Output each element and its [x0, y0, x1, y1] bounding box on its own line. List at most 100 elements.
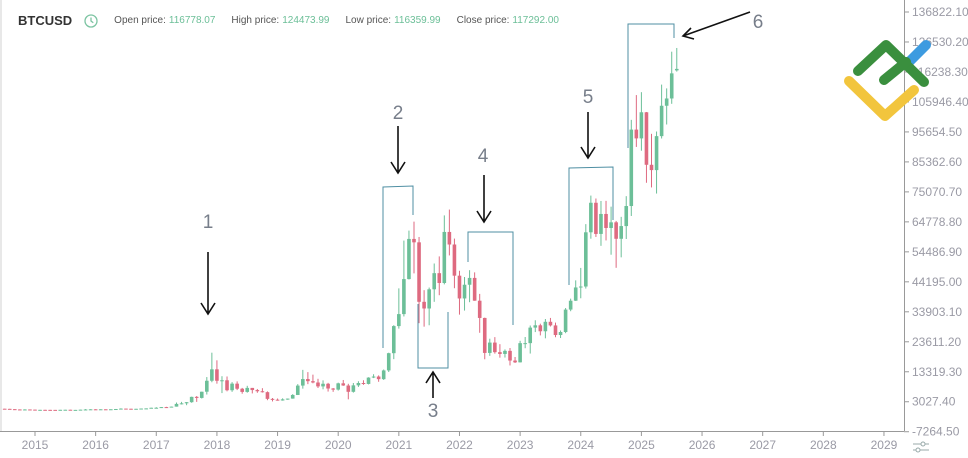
candle-2017-11[interactable]: [205, 377, 209, 395]
candle-2021-02[interactable]: [402, 240, 406, 317]
candle-2019-06[interactable]: [301, 369, 305, 389]
candle-2025-08[interactable]: [674, 47, 679, 72]
candle-2019-03[interactable]: [285, 398, 290, 400]
candle-2016-12[interactable]: [149, 407, 154, 409]
candle-2025-01[interactable]: [639, 92, 644, 151]
candle-2025-06[interactable]: [664, 88, 669, 125]
candle-2019-07[interactable]: [306, 372, 310, 385]
candle-2014-11[interactable]: [23, 409, 27, 411]
candle-2021-06[interactable]: [422, 290, 426, 327]
candle-2018-04[interactable]: [230, 382, 234, 392]
candle-2019-09[interactable]: [316, 378, 320, 389]
candle-2020-11[interactable]: [386, 352, 391, 373]
candle-2017-07[interactable]: [184, 402, 189, 406]
candle-2015-03[interactable]: [43, 409, 47, 411]
candle-2014-08[interactable]: [7, 408, 12, 410]
symbol-name[interactable]: BTCUSD: [18, 13, 73, 28]
candle-2022-10[interactable]: [503, 349, 507, 358]
candle-2018-03[interactable]: [225, 376, 229, 392]
candle-2018-02[interactable]: [220, 376, 224, 394]
candle-2024-05[interactable]: [599, 200, 603, 246]
candle-2025-02[interactable]: [644, 111, 649, 183]
candle-2022-03[interactable]: [467, 270, 472, 303]
candle-2023-09[interactable]: [558, 330, 563, 339]
candle-2024-12[interactable]: [634, 95, 639, 147]
candle-2022-11[interactable]: [508, 348, 512, 366]
candle-2025-07[interactable]: [669, 51, 674, 104]
candle-2017-05[interactable]: [174, 402, 179, 407]
candle-2021-09[interactable]: [437, 256, 442, 296]
candle-2022-04[interactable]: [472, 272, 477, 301]
candle-2014-12[interactable]: [28, 409, 32, 411]
candle-2020-12[interactable]: [391, 325, 396, 360]
candle-2021-07[interactable]: [427, 287, 431, 326]
candle-2016-06[interactable]: [119, 408, 123, 410]
candle-2023-07[interactable]: [548, 317, 553, 327]
candle-2023-01[interactable]: [518, 340, 522, 363]
candle-2020-08[interactable]: [371, 374, 376, 379]
candle-2024-04[interactable]: [594, 198, 598, 237]
candle-2018-11[interactable]: [265, 391, 270, 401]
candle-2023-06[interactable]: [543, 319, 548, 339]
settings-sliders-icon[interactable]: [911, 440, 931, 454]
candle-2023-05[interactable]: [538, 323, 543, 336]
candle-2019-05[interactable]: [295, 384, 300, 396]
candle-2017-03[interactable]: [164, 406, 169, 409]
candle-2024-01[interactable]: [578, 267, 583, 299]
candle-2023-12[interactable]: [573, 280, 578, 301]
candle-2018-08[interactable]: [250, 387, 255, 394]
candle-2022-08[interactable]: [493, 337, 497, 354]
candle-2024-07[interactable]: [609, 206, 613, 255]
candle-2021-08[interactable]: [432, 263, 437, 302]
candle-2019-11[interactable]: [326, 382, 330, 392]
candle-2021-10[interactable]: [442, 215, 447, 285]
candle-2023-10[interactable]: [563, 308, 568, 334]
candle-2017-10[interactable]: [199, 391, 204, 399]
candle-2016-08[interactable]: [129, 408, 133, 410]
candle-2024-10[interactable]: [624, 196, 629, 239]
candle-2019-08[interactable]: [311, 374, 315, 384]
candle-2020-07[interactable]: [366, 377, 371, 385]
candle-2025-04[interactable]: [654, 131, 659, 194]
candle-2016-05[interactable]: [114, 408, 118, 411]
candle-2020-04[interactable]: [351, 383, 356, 393]
candle-2015-07[interactable]: [63, 409, 68, 411]
candle-2016-02[interactable]: [98, 409, 103, 411]
candle-2017-09[interactable]: [194, 395, 199, 402]
candle-2017-06[interactable]: [179, 401, 184, 405]
clock-icon[interactable]: [84, 13, 98, 28]
candle-2021-03[interactable]: [407, 230, 411, 280]
candle-2017-04[interactable]: [169, 406, 174, 408]
candle-2019-10[interactable]: [321, 380, 325, 390]
candle-2022-12[interactable]: [513, 356, 517, 363]
candle-2025-03[interactable]: [649, 133, 654, 188]
candle-2017-02[interactable]: [159, 407, 164, 409]
candle-2021-01[interactable]: [397, 288, 401, 329]
candle-2015-08[interactable]: [68, 409, 73, 411]
candle-2024-09[interactable]: [619, 216, 623, 258]
candle-2017-12[interactable]: [210, 352, 214, 383]
candle-2021-11[interactable]: [447, 209, 452, 256]
candle-2015-04[interactable]: [48, 409, 52, 411]
candle-2024-03[interactable]: [589, 195, 593, 239]
candle-2020-02[interactable]: [341, 379, 346, 386]
candle-2015-12[interactable]: [88, 409, 93, 411]
candle-2014-09[interactable]: [12, 409, 17, 411]
candle-2015-01[interactable]: [33, 409, 37, 411]
candle-2019-12[interactable]: [331, 387, 335, 392]
candle-2024-02[interactable]: [584, 224, 588, 289]
candle-2015-05[interactable]: [53, 409, 58, 411]
candle-2018-07[interactable]: [245, 385, 250, 393]
candle-2015-10[interactable]: [78, 409, 83, 411]
candle-2019-02[interactable]: [280, 398, 285, 401]
candle-2017-08[interactable]: [189, 396, 194, 403]
candle-2015-06[interactable]: [58, 409, 63, 411]
candle-2018-06[interactable]: [240, 387, 244, 394]
candle-2022-09[interactable]: [498, 344, 502, 358]
candle-2014-10[interactable]: [18, 409, 22, 411]
candle-2024-11[interactable]: [629, 119, 634, 216]
candle-2017-01[interactable]: [154, 407, 159, 409]
candle-2018-01[interactable]: [215, 360, 219, 384]
candle-2020-06[interactable]: [361, 380, 366, 385]
